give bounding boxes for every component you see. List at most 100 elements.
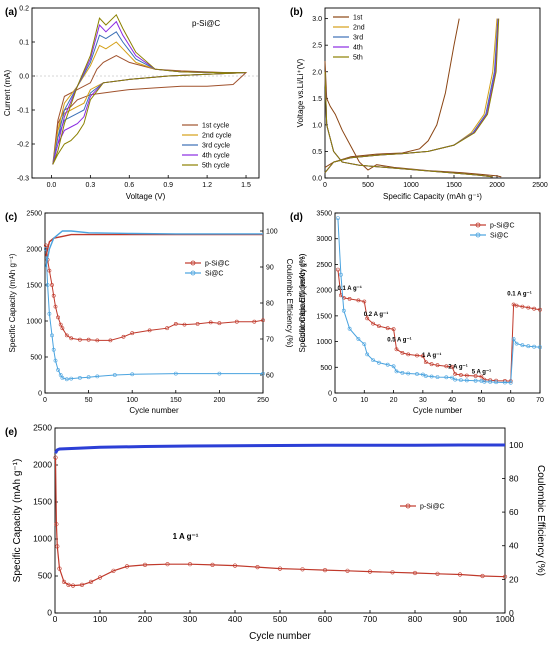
long-capacity-point (57, 566, 62, 571)
y-tick-label: 1500 (316, 313, 332, 320)
rate-point-1 (538, 307, 542, 312)
rate-point-1 (371, 321, 376, 326)
x-tick-label: 0 (323, 182, 327, 189)
y-tick-label: 1.0 (312, 122, 322, 129)
long-capacity-point (300, 567, 305, 572)
long-capacity-point (367, 569, 373, 574)
rate-point-2 (420, 372, 425, 377)
y2-tick-label: 80 (266, 301, 274, 308)
rate-annotation-3: 0.5 A g⁻¹ (387, 337, 411, 344)
long-capacity-point (390, 570, 395, 575)
capacity-point-1 (50, 333, 54, 338)
capacity-point-0 (108, 338, 113, 343)
long-capacity-point (165, 562, 170, 567)
x-tick-label: 1000 (496, 614, 515, 624)
discharge-curve-4 (324, 71, 493, 178)
rate-point-2 (394, 369, 399, 374)
long-capacity-curve (54, 457, 506, 587)
panel-a-cv-curves: 0.0 0.3 0.6 0.9 1.2 1.5 -0.3 -0.2 -0.1 0.0 0.1 0.2 V… (3, 6, 260, 201)
y-tick-label: -0.2 (17, 142, 29, 149)
legend-rate-sic-marker (475, 232, 481, 238)
y2-tick-label: 40 (509, 541, 519, 551)
y-tick-label: 500 (30, 355, 42, 362)
rate-point-1 (479, 374, 484, 379)
charge-curve-1 (324, 18, 460, 168)
capacity-point-0 (50, 283, 54, 287)
rate-point-1 (406, 352, 411, 357)
rate-point-2 (429, 374, 434, 379)
charge-curve-5 (324, 18, 500, 174)
x-tick-label: 10 (360, 397, 368, 404)
capacity-point-1 (217, 371, 222, 376)
rate-point-2 (450, 375, 455, 380)
rate-point-2 (385, 362, 390, 367)
capacity-point-0 (95, 338, 100, 343)
capacity-point-1 (51, 347, 56, 352)
rate-point-2 (362, 342, 367, 347)
y-tick-label: 2500 (33, 423, 52, 433)
discharge-curve-1 (324, 61, 502, 178)
legend-sic-marker (190, 270, 196, 276)
long-capacity-point (187, 562, 193, 567)
legend-sic-label: Si@C (205, 271, 223, 278)
rate-point-1 (376, 324, 381, 329)
capacity-point-1 (95, 374, 100, 379)
rate-annotation-1: 0.1 A g⁻¹ (337, 285, 361, 292)
x-tick-label: 1000 (403, 182, 419, 189)
rate-point-1 (385, 326, 390, 331)
legend-cv-3-label: 3rd cycle (202, 143, 230, 150)
capacity-curve-1 (45, 248, 263, 380)
y-tick-label: 1500 (26, 283, 42, 290)
ce-band (54, 443, 505, 454)
y-tick-label: 1000 (33, 534, 52, 544)
rate-point-2 (458, 378, 463, 383)
y-tick-label: 0.2 (19, 6, 29, 13)
x-tick-label: 250 (257, 397, 269, 404)
discharge-curve-5 (324, 71, 493, 178)
y-axis-label: Specific Capacity (mAh g⁻¹) (8, 253, 17, 352)
capacity-point-0 (261, 318, 265, 323)
y-tick-label: 1.5 (312, 96, 322, 103)
y2-axis-label: Coulombic Efficiency (%) (285, 259, 294, 348)
long-capacity-point (55, 544, 60, 549)
legend-rate-psic-marker (475, 222, 481, 228)
rate-point-2 (488, 379, 493, 384)
x-tick-label: 1500 (446, 182, 462, 189)
rate-point-2 (482, 379, 487, 384)
x-tick-label: 0 (53, 614, 58, 624)
rate-point-1 (400, 350, 405, 355)
y-tick-label: -0.1 (17, 108, 29, 115)
y-tick-label: 500 (320, 365, 332, 372)
y-tick-label: 2000 (33, 460, 52, 470)
capacity-curve-0 (45, 245, 264, 341)
long-capacity-point (457, 572, 463, 577)
x-tick-label: 2000 (489, 182, 505, 189)
long-capacity-point (255, 564, 260, 570)
rate-point-1 (458, 373, 463, 377)
legend-profile-3-label: 3rd (353, 35, 363, 42)
y2-tick-label: 100 (266, 229, 278, 236)
rate-point-2 (415, 372, 419, 376)
x-axis-label: Cycle number (413, 406, 463, 415)
legend-cv-5-label: 5th cycle (202, 163, 230, 170)
rate-point-1 (526, 305, 531, 310)
y-axis-label: Current (mA) (3, 70, 12, 117)
charge-curve-2 (324, 18, 498, 174)
long-capacity-point (210, 562, 215, 568)
long-capacity-point (53, 455, 58, 460)
capacity-point-1 (69, 376, 74, 381)
x-tick-label: 150 (170, 397, 182, 404)
y-tick-label: 2500 (316, 262, 332, 269)
rate-point-2 (508, 380, 513, 385)
x-tick-label: 0 (333, 397, 337, 404)
x-tick-label: 30 (419, 397, 427, 404)
y-tick-label: -0.3 (17, 176, 29, 183)
long-capacity-point (66, 582, 71, 588)
rate-point-1 (450, 364, 455, 369)
rate-point-2 (341, 308, 346, 313)
capacity-point-1 (86, 375, 91, 380)
rate-point-1 (394, 347, 399, 352)
x-tick-label: 200 (138, 614, 152, 624)
rate-point-1 (429, 362, 434, 367)
rate-point-1 (335, 267, 340, 272)
